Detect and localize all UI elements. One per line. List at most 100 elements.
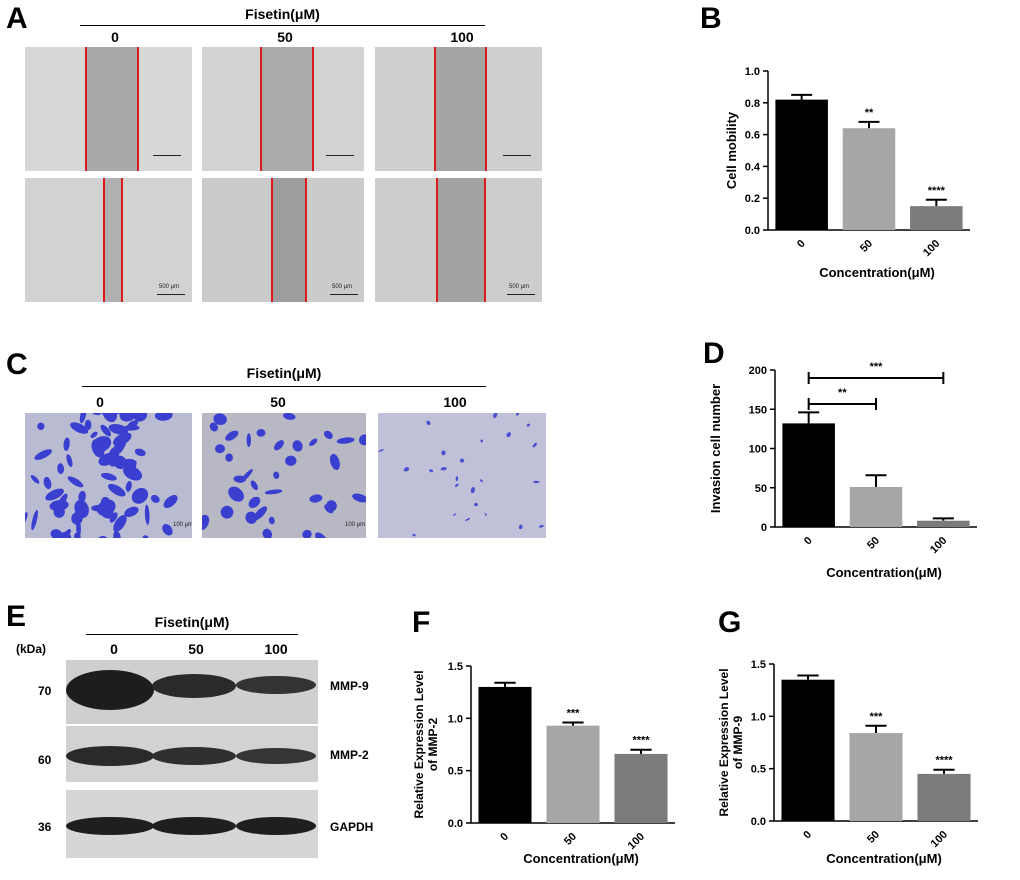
- x-tick-label: 50: [858, 238, 875, 255]
- x-tick-label: 100: [928, 535, 949, 556]
- y-tick-label: 200: [749, 365, 767, 377]
- panel-c-conc-0: 0: [96, 394, 104, 410]
- y-tick-label: 0.8: [745, 98, 760, 110]
- wound-image-100-0h: [375, 47, 542, 171]
- panel-label-f: F: [412, 606, 431, 639]
- panel-e-conc-50: 50: [188, 641, 204, 657]
- bar-50: [849, 733, 903, 821]
- significance-label: ***: [870, 711, 884, 723]
- panel-a-conc-0: 0: [111, 29, 119, 45]
- x-tick-label: 50: [865, 829, 882, 846]
- x-tick-label: 50: [562, 831, 579, 848]
- x-axis-label: Concentration(μM): [523, 851, 639, 866]
- panel-e-conc-0: 0: [110, 641, 118, 657]
- band-mmp2-100: [236, 748, 316, 764]
- y-tick-label: 0.0: [751, 816, 766, 828]
- panel-c-conc-50: 50: [270, 394, 286, 410]
- panel-a-conc-50: 50: [277, 29, 293, 45]
- band-mmp2-0: [66, 746, 154, 766]
- x-tick-label: 50: [865, 535, 882, 552]
- panel-c-conc-100: 100: [443, 394, 467, 410]
- bar-50: [842, 128, 896, 230]
- chart-f-mmp2: 0.0 0.5 1.0 1.5 0 50 *** 100 **** Concentration(μ…: [412, 661, 675, 866]
- panel-e-conc-100: 100: [264, 641, 288, 657]
- bar-0: [781, 679, 835, 821]
- kda-60: 60: [38, 753, 52, 767]
- band-gapdh-50: [152, 817, 236, 835]
- y-tick-label: 0.4: [745, 161, 761, 173]
- significance-label: ****: [935, 755, 953, 767]
- band-gapdh-0: [66, 817, 154, 835]
- y-tick-label: 100: [749, 444, 767, 456]
- y-axis-label: Cell mobility: [724, 111, 739, 189]
- bar-0: [478, 686, 532, 823]
- panel-a-header: Fisetin(μM): [245, 6, 320, 22]
- x-tick-label: 100: [921, 238, 942, 259]
- band-label-mmp2: MMP-2: [330, 748, 369, 762]
- y-tick-label: 1.0: [745, 66, 760, 78]
- band-label-gapdh: GAPDH: [330, 820, 374, 834]
- wound-image-0-24h: 500 μm: [25, 178, 192, 302]
- bar-0: [775, 99, 828, 230]
- panel-label-a: A: [6, 2, 28, 35]
- panel-label-c: C: [6, 348, 28, 381]
- y-tick-label: 0: [761, 522, 767, 534]
- band-label-mmp9: MMP-9: [330, 679, 369, 693]
- western-blot: [66, 660, 318, 858]
- band-mmp9-100: [236, 676, 316, 694]
- kda-36: 36: [38, 820, 52, 834]
- bar-100: [917, 773, 971, 821]
- x-tick-label: 0: [498, 831, 511, 844]
- scale-bar-label: 500 μm: [159, 284, 180, 290]
- y-tick-label: 0.6: [745, 130, 760, 142]
- x-tick-label: 100: [626, 831, 647, 852]
- panel-a-conc-100: 100: [450, 29, 474, 45]
- y-axis-label: Invasion cell number: [708, 384, 723, 513]
- significance-label: ****: [928, 185, 946, 197]
- x-tick-label: 0: [801, 829, 814, 842]
- bracket-label: **: [838, 387, 847, 399]
- y-axis-label: of MMP-2: [426, 718, 440, 772]
- y-axis-label: Relative Expression Level: [412, 670, 426, 818]
- scale-bar-label: 500 μm: [332, 284, 353, 290]
- transwell-image-50: 100 μm: [202, 413, 366, 538]
- bar-50: [546, 725, 600, 823]
- transwell-image-100: [378, 413, 546, 538]
- panel-label-d: D: [703, 337, 725, 370]
- wound-image-50-24h: 500 μm: [202, 178, 364, 302]
- y-tick-label: 0.5: [751, 764, 766, 776]
- significance-label: ****: [632, 735, 650, 747]
- panel-label-b: B: [700, 2, 722, 35]
- significance-label: **: [865, 107, 874, 119]
- kda-70: 70: [38, 684, 52, 698]
- y-tick-label: 50: [755, 483, 767, 495]
- bar-100: [614, 753, 668, 823]
- panel-label-e: E: [6, 600, 27, 633]
- y-tick-label: 1.0: [448, 713, 463, 725]
- bar-50: [849, 486, 903, 527]
- bracket-label: ***: [870, 361, 884, 373]
- x-tick-label: 100: [929, 829, 950, 850]
- x-axis-label: Concentration(μM): [826, 565, 942, 580]
- y-tick-label: 0.2: [745, 193, 760, 205]
- y-tick-label: 0.0: [448, 818, 463, 830]
- bar-100: [917, 520, 970, 527]
- panel-c-header: Fisetin(μM): [246, 365, 322, 381]
- chart-g-mmp9: 0.0 0.5 1.0 1.5 0 50 *** 100 **** Concentration(μ…: [717, 659, 978, 866]
- panel-c-header-rule: [82, 386, 486, 387]
- y-tick-label: 0.0: [745, 225, 760, 237]
- y-tick-label: 1.5: [751, 659, 766, 671]
- chart-b-cell-mobility: 0.0 0.2 0.4 0.6 0.8 1.0 0 50 ** 100 **** Concentrat…: [724, 66, 970, 280]
- wound-image-50-0h: [202, 47, 364, 171]
- wound-image-100-24h: 500 μm: [375, 178, 542, 302]
- band-mmp2-50: [152, 747, 236, 765]
- x-tick-label: 0: [802, 535, 815, 548]
- y-axis-label: of MMP-9: [731, 716, 745, 770]
- y-tick-label: 150: [749, 404, 767, 416]
- band-gapdh-100: [236, 817, 316, 835]
- x-axis-label: Concentration(μM): [826, 851, 942, 866]
- panel-e-header: Fisetin(μM): [154, 614, 230, 630]
- scale-bar-label: 500 μm: [509, 284, 530, 290]
- band-mmp9-0: [66, 670, 154, 710]
